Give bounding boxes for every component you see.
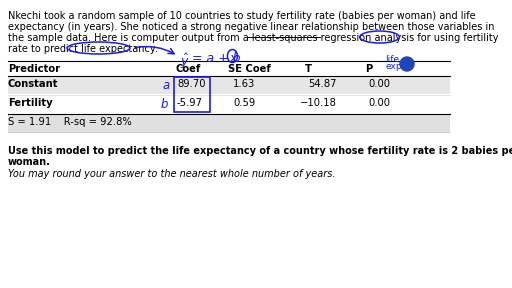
Text: 1.63: 1.63 xyxy=(233,79,255,89)
Text: S = 1.91    R-sq = 92.8%: S = 1.91 R-sq = 92.8% xyxy=(8,117,132,127)
FancyBboxPatch shape xyxy=(8,77,450,94)
Text: b: b xyxy=(161,98,168,111)
FancyBboxPatch shape xyxy=(8,115,450,132)
Text: Coef: Coef xyxy=(175,64,200,74)
Text: 54.87: 54.87 xyxy=(308,79,336,89)
Text: life: life xyxy=(385,55,399,64)
Text: Nkechi took a random sample of 10 countries to study fertility rate (babies per : Nkechi took a random sample of 10 countr… xyxy=(8,11,476,21)
Text: T: T xyxy=(305,64,312,74)
Text: 89.70: 89.70 xyxy=(177,79,205,89)
Text: -5.97: -5.97 xyxy=(177,98,203,108)
Text: Constant: Constant xyxy=(8,79,58,89)
Text: rate to predict life expectancy:: rate to predict life expectancy: xyxy=(8,44,158,54)
Text: −10.18: −10.18 xyxy=(300,98,337,108)
Text: = a + b: = a + b xyxy=(192,52,241,65)
Text: 0.00: 0.00 xyxy=(368,98,390,108)
Text: $\hat{y}$: $\hat{y}$ xyxy=(180,52,190,71)
Text: the sample data. Here is computer output from a least-squares regression analysi: the sample data. Here is computer output… xyxy=(8,33,499,43)
Text: You may round your answer to the nearest whole number of years.: You may round your answer to the nearest… xyxy=(8,169,335,179)
Circle shape xyxy=(400,57,414,71)
Text: exp: exp xyxy=(385,62,401,71)
Text: Fertility: Fertility xyxy=(8,98,53,108)
Text: SE Coef: SE Coef xyxy=(228,64,271,74)
Text: a: a xyxy=(163,79,170,92)
Text: Predictor: Predictor xyxy=(8,64,60,74)
Text: expectancy (in years). She noticed a strong negative linear relationship between: expectancy (in years). She noticed a str… xyxy=(8,22,495,32)
Text: Use this model to predict the life expectancy of a country whose fertility rate : Use this model to predict the life expec… xyxy=(8,146,512,156)
Text: P: P xyxy=(365,64,372,74)
Text: x: x xyxy=(229,52,237,65)
Text: 0.59: 0.59 xyxy=(233,98,255,108)
Text: woman.: woman. xyxy=(8,157,51,167)
Text: 0.00: 0.00 xyxy=(368,79,390,89)
